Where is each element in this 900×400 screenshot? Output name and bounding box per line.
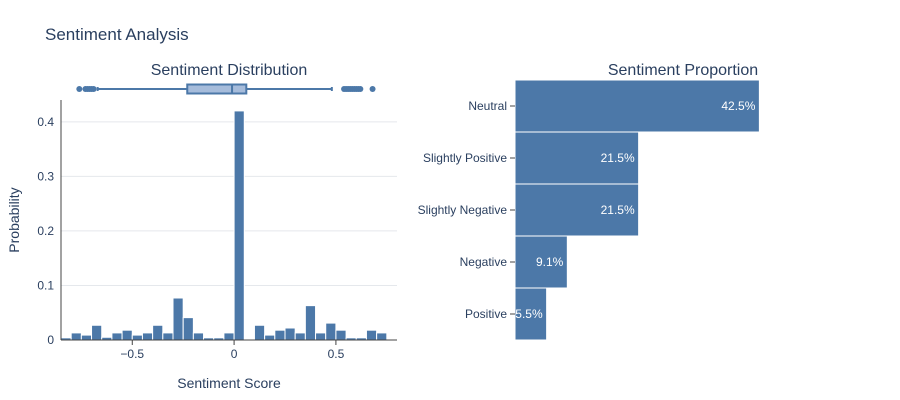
histogram-bar <box>182 317 194 341</box>
bar-value-label: 5.5% <box>515 307 543 321</box>
box-outlier-point <box>90 86 97 92</box>
histogram-bar <box>223 332 235 341</box>
proportion-bar <box>514 235 568 289</box>
x-tick-label: 0.5 <box>328 347 345 361</box>
histogram-bar <box>294 332 306 341</box>
box-outlier-point <box>76 86 83 92</box>
histogram-bar <box>192 332 205 341</box>
y-tick-label: 0.3 <box>37 169 54 183</box>
category-label: Slightly Negative <box>418 203 508 217</box>
proportion-panel: Sentiment Proportion Neutral 42.5% Slightl… <box>418 62 760 341</box>
histogram-bar <box>80 334 93 341</box>
box-iqr <box>186 83 248 95</box>
category-label: Neutral <box>468 99 507 113</box>
histogram-bar <box>70 332 82 341</box>
histogram-x-axis-label: Sentiment Score <box>177 375 281 391</box>
histogram-y-axis-label: Probability <box>6 187 22 252</box>
histogram-bar <box>121 329 133 341</box>
histogram-bar <box>274 329 286 341</box>
bar-value-label: 9.1% <box>536 255 564 269</box>
proportion-bar <box>514 79 760 133</box>
x-tick-label: −0.5 <box>120 347 144 361</box>
bar-value-label: 21.5% <box>601 203 635 217</box>
histogram-bar <box>315 332 327 341</box>
histogram-bar <box>335 329 347 341</box>
histogram-bar <box>91 324 103 341</box>
histogram-title: Sentiment Distribution <box>151 62 308 79</box>
marginal-box-plot <box>76 83 376 95</box>
proportion-bars: Neutral 42.5% Slightly Positive 21.5% Slight… <box>418 79 760 341</box>
y-tick-label: 0 <box>47 333 54 347</box>
histogram-bar <box>376 332 388 341</box>
histogram-bar <box>304 305 317 341</box>
x-tick-label: 0 <box>231 347 238 361</box>
proportion-bar <box>514 287 548 341</box>
figure-title: Sentiment Analysis <box>45 25 189 44</box>
histogram-bar <box>131 334 143 341</box>
category-label: Positive <box>465 307 507 321</box>
histogram-bar <box>284 327 296 341</box>
histogram-bar <box>365 329 378 341</box>
histogram-bar <box>152 324 164 341</box>
histogram-bar <box>162 332 174 341</box>
category-label: Negative <box>460 255 508 269</box>
y-tick-label: 0.4 <box>37 115 54 129</box>
histogram-bars <box>60 110 388 341</box>
proportion-bar <box>514 183 640 237</box>
histogram-bar <box>325 322 337 341</box>
category-label: Slightly Positive <box>423 151 507 165</box>
histogram-bar <box>141 332 154 341</box>
bar-value-label: 42.5% <box>721 99 755 113</box>
bar-value-label: 21.5% <box>601 151 635 165</box>
histogram-bar <box>172 297 184 341</box>
histogram-panel: Sentiment Distribution 0 0.1 0.2 0.3 0.4 −0.5… <box>6 62 397 391</box>
histogram-bar <box>111 332 123 341</box>
proportion-title: Sentiment Proportion <box>608 62 758 79</box>
histogram-axes: 0 0.1 0.2 0.3 0.4 −0.5 0 0.5 <box>37 100 397 361</box>
histogram-gridlines <box>61 121 397 286</box>
box-outlier-point <box>369 86 376 92</box>
y-tick-label: 0.1 <box>37 278 54 292</box>
histogram-bar <box>264 334 276 341</box>
histogram-bar <box>253 324 266 341</box>
histogram-bar <box>233 110 245 341</box>
y-tick-label: 0.2 <box>37 224 54 238</box>
box-outlier-point <box>357 86 364 92</box>
